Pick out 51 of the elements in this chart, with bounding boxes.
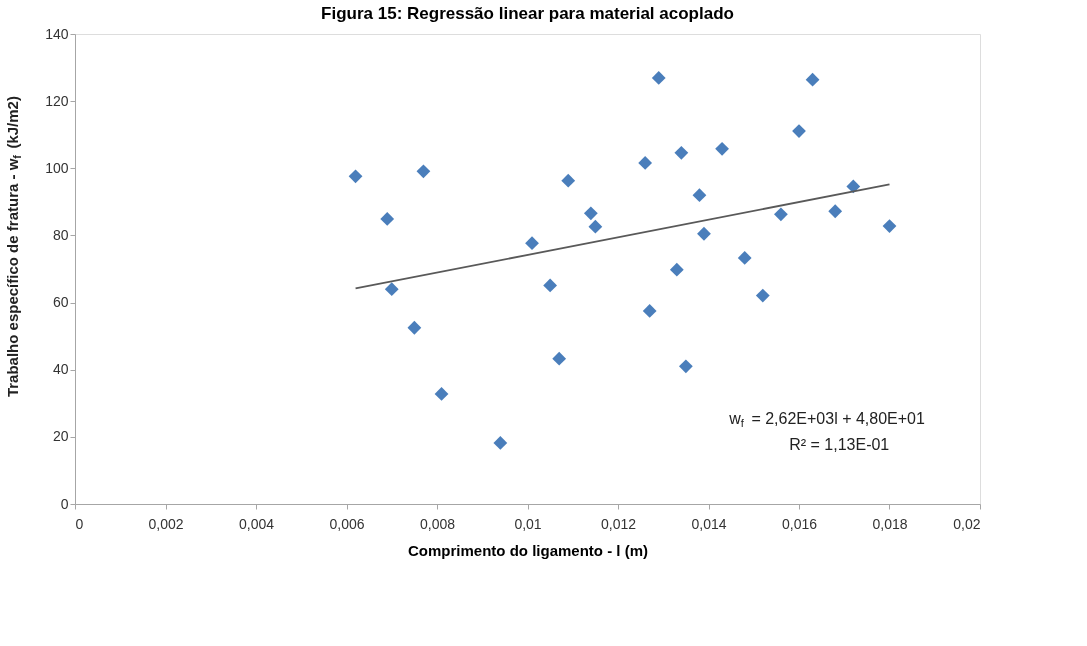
point — [416, 164, 431, 179]
point — [561, 173, 576, 188]
x-tick-label: 0,002 — [148, 515, 184, 532]
x-tick-label: 0,018 — [872, 515, 908, 532]
y-tick-label: 100 — [45, 159, 69, 176]
point — [882, 219, 897, 233]
point — [669, 262, 684, 277]
point — [642, 304, 657, 318]
point — [805, 72, 820, 87]
x-tick-label: 0,01 — [514, 515, 542, 532]
point — [434, 386, 449, 401]
point — [697, 226, 711, 241]
x-tick-label: 0,016 — [781, 515, 818, 532]
x-tick-label: 0 — [75, 515, 84, 532]
point — [525, 236, 539, 251]
point — [543, 278, 558, 293]
point — [407, 320, 422, 335]
point — [493, 436, 508, 450]
y-tick-label: 60 — [52, 294, 69, 311]
x-tick-label: 0,006 — [329, 515, 365, 532]
point — [348, 169, 363, 184]
point — [828, 204, 843, 219]
point — [651, 71, 666, 85]
point — [774, 207, 788, 222]
x-tick-label: 0,02 — [953, 515, 981, 532]
point — [737, 251, 752, 265]
y-tick-label: 140 — [45, 25, 69, 42]
y-tick-label: 80 — [52, 226, 69, 243]
point — [552, 351, 567, 366]
y-tick-label: 20 — [52, 428, 69, 445]
point — [384, 282, 399, 297]
x-tick-label: 0,008 — [419, 515, 456, 532]
y-axis-title: Trabalho específico de fratura - wf (kJ/m2) — [4, 96, 23, 398]
y-tick-label: 40 — [52, 361, 69, 378]
point — [588, 219, 603, 234]
x-tick-label: 0,012 — [600, 515, 637, 532]
point — [380, 212, 395, 226]
chart-title: Figura 15: Regressão linear para material acoplado — [321, 4, 734, 23]
point — [715, 141, 729, 156]
point — [755, 288, 770, 303]
x-tick-label: 0,014 — [691, 515, 727, 532]
point — [678, 359, 693, 374]
x-axis-title: Comprimento do ligamento - l (m) — [408, 541, 648, 559]
annotation: R² = 1,13E-01 — [789, 436, 890, 454]
x-tick-label: 0,004 — [238, 515, 275, 532]
y-tick-label: 0 — [60, 495, 69, 512]
y-tick-label: 120 — [45, 92, 69, 109]
point — [674, 145, 689, 160]
point — [638, 156, 653, 170]
point — [583, 206, 598, 221]
point — [692, 188, 707, 203]
